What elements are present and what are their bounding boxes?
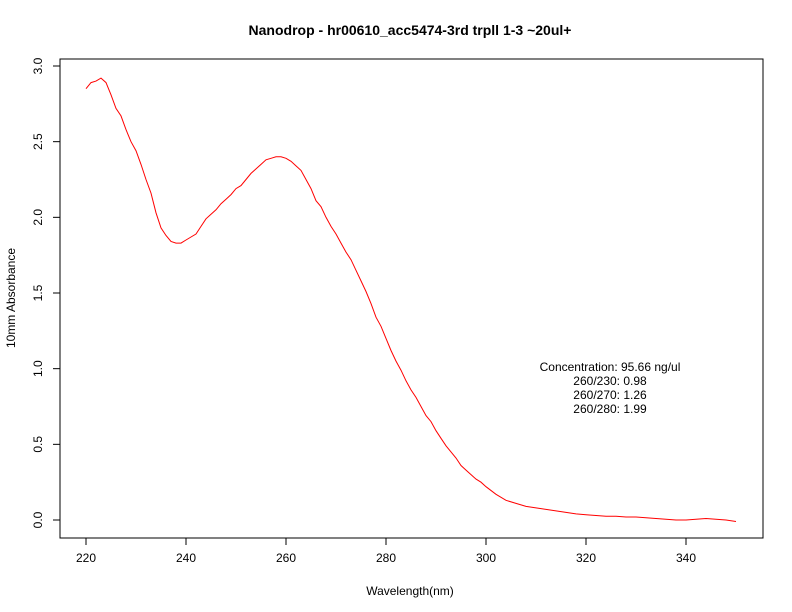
y-axis-label: 10mm Absorbance — [4, 248, 18, 348]
chart-title: Nanodrop - hr00610_acc5474-3rd trpll 1-3… — [249, 22, 572, 38]
y-tick-label: 0.5 — [31, 436, 45, 453]
y-tick-label: 1.0 — [31, 360, 45, 377]
absorbance-series-line — [85, 77, 737, 522]
y-tick-label: 0.0 — [31, 511, 45, 528]
ratio-260-270-annotation: 260/270: 1.26 — [573, 388, 647, 402]
x-axis-label: Wavelength(nm) — [366, 584, 454, 598]
x-tick-label: 240 — [176, 551, 196, 565]
stats-annotation: Concentration: 95.66 ng/ul 260/230: 0.98… — [540, 360, 681, 416]
ratio-260-230-annotation: 260/230: 0.98 — [573, 374, 647, 388]
x-tick-label: 320 — [576, 551, 596, 565]
x-axis: 220 240 260 280 300 320 340 — [76, 538, 696, 565]
y-tick-label: 3.0 — [31, 57, 45, 74]
y-tick-label: 2.5 — [31, 133, 45, 150]
x-tick-label: 300 — [476, 551, 496, 565]
plot-frame — [59, 58, 764, 539]
y-tick-label: 1.5 — [31, 284, 45, 301]
ratio-260-280-annotation: 260/280: 1.99 — [573, 402, 647, 416]
y-tick-label: 2.0 — [31, 209, 45, 226]
x-tick-label: 280 — [376, 551, 396, 565]
x-tick-label: 220 — [76, 551, 96, 565]
y-axis: 0.0 0.5 1.0 1.5 2.0 2.5 3.0 — [31, 57, 60, 528]
concentration-annotation: Concentration: 95.66 ng/ul — [540, 360, 681, 374]
x-tick-label: 340 — [676, 551, 696, 565]
x-tick-label: 260 — [276, 551, 296, 565]
